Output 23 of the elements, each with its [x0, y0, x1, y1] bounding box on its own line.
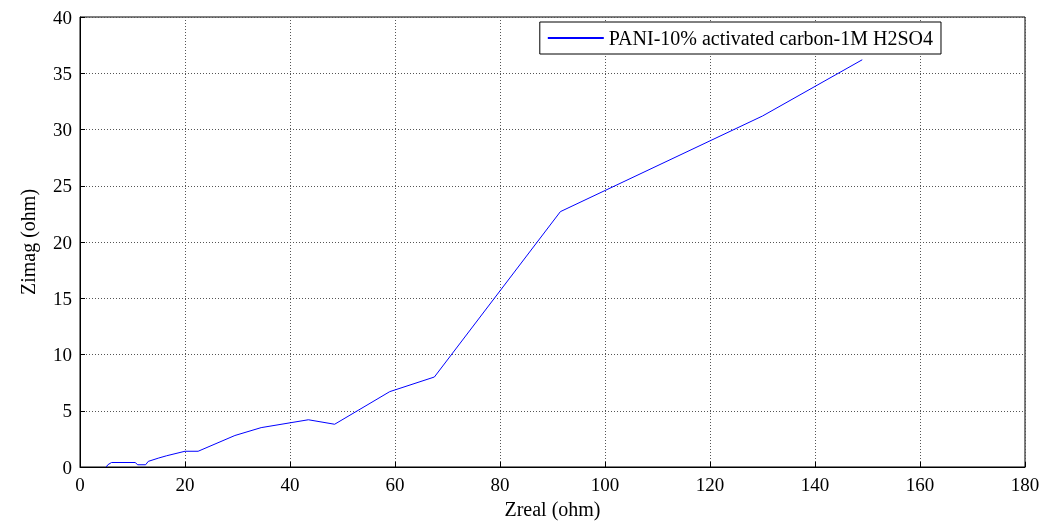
- x-tick-label: 180: [1010, 474, 1040, 495]
- y-tick-label: 20: [53, 231, 72, 253]
- y-tick-label: 40: [53, 6, 72, 28]
- line-series: [105, 59, 863, 468]
- x-tick-label: 80: [490, 474, 510, 495]
- y-tick-label: 25: [53, 175, 72, 197]
- x-tick-label: 120: [695, 474, 725, 495]
- x-tick-label: 20: [175, 474, 195, 495]
- y-tick-label: 35: [53, 62, 72, 84]
- x-axis-title: Zreal (ohm): [504, 498, 601, 521]
- y-tick-label: 10: [53, 344, 72, 365]
- x-tick-label: 0: [75, 474, 85, 495]
- y-tick-label: 5: [62, 400, 72, 422]
- x-tick-label: 100: [590, 474, 620, 495]
- legend-label: PANI-10% activated carbon-1M H2SO4: [608, 27, 933, 49]
- y-axis-title: Zimag (ohm): [17, 188, 40, 296]
- x-tick-label: 160: [905, 474, 935, 495]
- y-tick-label: 30: [53, 119, 72, 140]
- x-tick-label: 40: [280, 474, 300, 495]
- y-tick-label: 15: [53, 287, 72, 309]
- x-tick-label: 140: [800, 474, 830, 495]
- x-tick-label: 60: [385, 474, 405, 495]
- y-tick-label: 0: [62, 456, 72, 478]
